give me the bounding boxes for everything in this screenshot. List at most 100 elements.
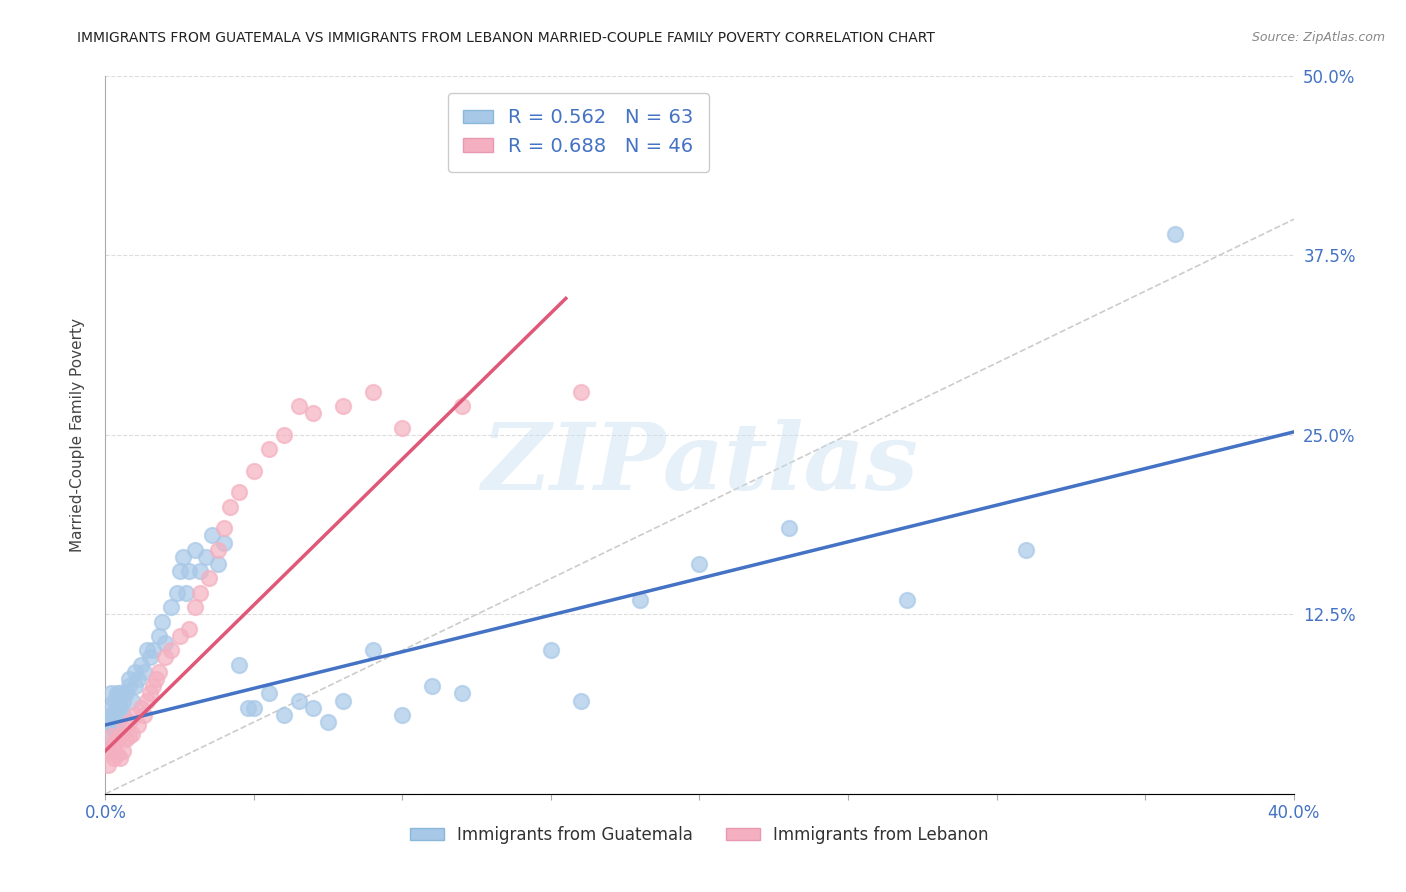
Point — [159, 643, 181, 657]
Point — [118, 672, 141, 686]
Point — [105, 686, 128, 700]
Text: Source: ZipAtlas.com: Source: ZipAtlas.com — [1251, 31, 1385, 45]
Point — [214, 535, 236, 549]
Point — [129, 700, 152, 714]
Point — [169, 564, 191, 578]
Point — [118, 679, 141, 693]
Point — [105, 700, 128, 714]
Point — [100, 700, 122, 714]
Point — [214, 521, 236, 535]
Legend: Immigrants from Guatemala, Immigrants from Lebanon: Immigrants from Guatemala, Immigrants fr… — [404, 819, 995, 850]
Point — [219, 500, 242, 514]
Point — [148, 665, 170, 679]
Point — [207, 557, 229, 571]
Point — [148, 629, 170, 643]
Y-axis label: Married-Couple Family Poverty: Married-Couple Family Poverty — [70, 318, 84, 552]
Point — [136, 693, 159, 707]
Text: IMMIGRANTS FROM GUATEMALA VS IMMIGRANTS FROM LEBANON MARRIED-COUPLE FAMILY POVER: IMMIGRANTS FROM GUATEMALA VS IMMIGRANTS … — [77, 31, 935, 45]
Point — [112, 707, 135, 722]
Point — [118, 730, 141, 744]
Point — [110, 686, 132, 700]
Point — [540, 643, 562, 657]
Point — [207, 542, 229, 557]
Point — [236, 700, 259, 714]
Point — [332, 693, 354, 707]
Point — [97, 715, 120, 730]
Point — [97, 744, 120, 758]
Point — [177, 564, 200, 578]
Point — [896, 593, 918, 607]
Point — [100, 707, 122, 722]
Point — [142, 643, 165, 657]
Point — [778, 521, 800, 535]
Point — [121, 726, 143, 740]
Text: ZIPatlas: ZIPatlas — [481, 418, 918, 508]
Point — [569, 384, 592, 399]
Point — [302, 700, 325, 714]
Point — [103, 707, 125, 722]
Point — [257, 442, 280, 457]
Point — [228, 657, 250, 672]
Point — [190, 586, 212, 600]
Point — [153, 636, 176, 650]
Point — [145, 672, 167, 686]
Point — [105, 732, 128, 747]
Point — [201, 528, 224, 542]
Point — [273, 427, 295, 442]
Point — [132, 665, 155, 679]
Point — [361, 384, 384, 399]
Point — [183, 542, 205, 557]
Point — [97, 758, 120, 772]
Point — [153, 650, 176, 665]
Point — [103, 737, 125, 751]
Point — [110, 730, 132, 744]
Point — [124, 707, 146, 722]
Point — [174, 586, 197, 600]
Point — [1015, 542, 1038, 557]
Point — [100, 686, 122, 700]
Point — [103, 693, 125, 707]
Point — [139, 686, 162, 700]
Point — [287, 399, 309, 413]
Point — [103, 751, 125, 765]
Point — [1164, 227, 1187, 241]
Point — [121, 693, 143, 707]
Point — [243, 700, 266, 714]
Point — [420, 679, 443, 693]
Point — [302, 406, 325, 420]
Point — [243, 464, 266, 478]
Point — [124, 679, 146, 693]
Point — [273, 707, 295, 722]
Point — [112, 744, 135, 758]
Point — [112, 693, 135, 707]
Point — [361, 643, 384, 657]
Point — [287, 693, 309, 707]
Point — [450, 686, 472, 700]
Point — [332, 399, 354, 413]
Point — [136, 643, 159, 657]
Point — [150, 615, 173, 629]
Point — [105, 747, 128, 761]
Point — [118, 715, 141, 730]
Point — [228, 485, 250, 500]
Point — [115, 732, 138, 747]
Point — [183, 600, 205, 615]
Point — [127, 718, 149, 732]
Point — [115, 686, 138, 700]
Point — [172, 549, 194, 564]
Point — [97, 730, 120, 744]
Point — [190, 564, 212, 578]
Point — [112, 723, 135, 737]
Point — [166, 586, 188, 600]
Point — [100, 744, 122, 758]
Point — [110, 700, 132, 714]
Point — [129, 657, 152, 672]
Point — [316, 715, 339, 730]
Point — [110, 751, 132, 765]
Point — [127, 672, 149, 686]
Point — [103, 723, 125, 737]
Point — [177, 622, 200, 636]
Point — [159, 600, 181, 615]
Point — [689, 557, 711, 571]
Point — [132, 707, 155, 722]
